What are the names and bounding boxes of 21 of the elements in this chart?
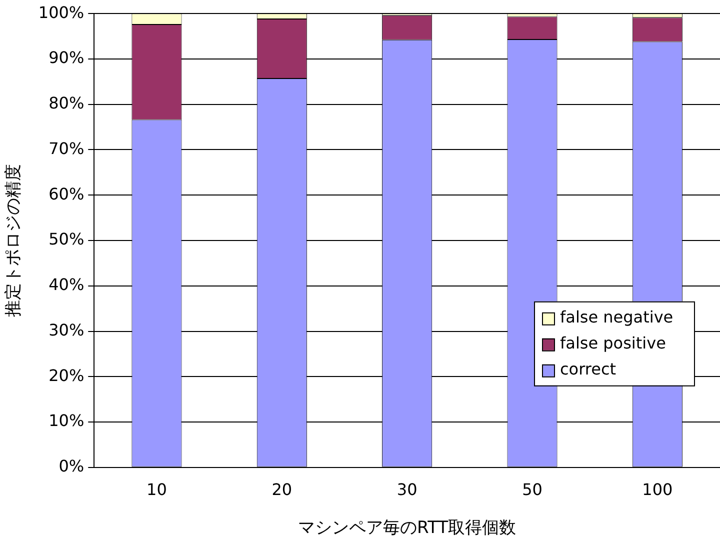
y-axis-title: 推定トポロジの精度 (4, 164, 24, 317)
y-tick-label: 20% (48, 366, 84, 385)
x-tick-label: 20 (272, 480, 292, 500)
y-tick-label: 40% (48, 275, 84, 294)
y-tick-label: 60% (48, 184, 84, 204)
legend-label: correct (560, 360, 616, 379)
legend-label: false negative (560, 308, 674, 327)
y-tick-label: 80% (48, 94, 84, 113)
x-tick-label: 10 (146, 480, 167, 500)
x-tick-label: 50 (522, 480, 542, 500)
y-tick-label: 90% (48, 48, 84, 68)
y-tick-label: 100% (38, 2, 84, 22)
y-tick-label: 30% (48, 320, 84, 340)
y-tick-label: 50% (48, 230, 84, 249)
y-tick-label: 10% (48, 411, 84, 430)
y-tick-label: 0% (58, 456, 84, 476)
y-tick-label: 70% (48, 138, 84, 158)
legend-label: false positive (560, 334, 666, 353)
x-tick-label: 30 (396, 480, 418, 500)
x-tick-label: 100 (642, 480, 673, 500)
x-axis-title: マシンペア毎のRTT取得個数 (298, 518, 516, 538)
